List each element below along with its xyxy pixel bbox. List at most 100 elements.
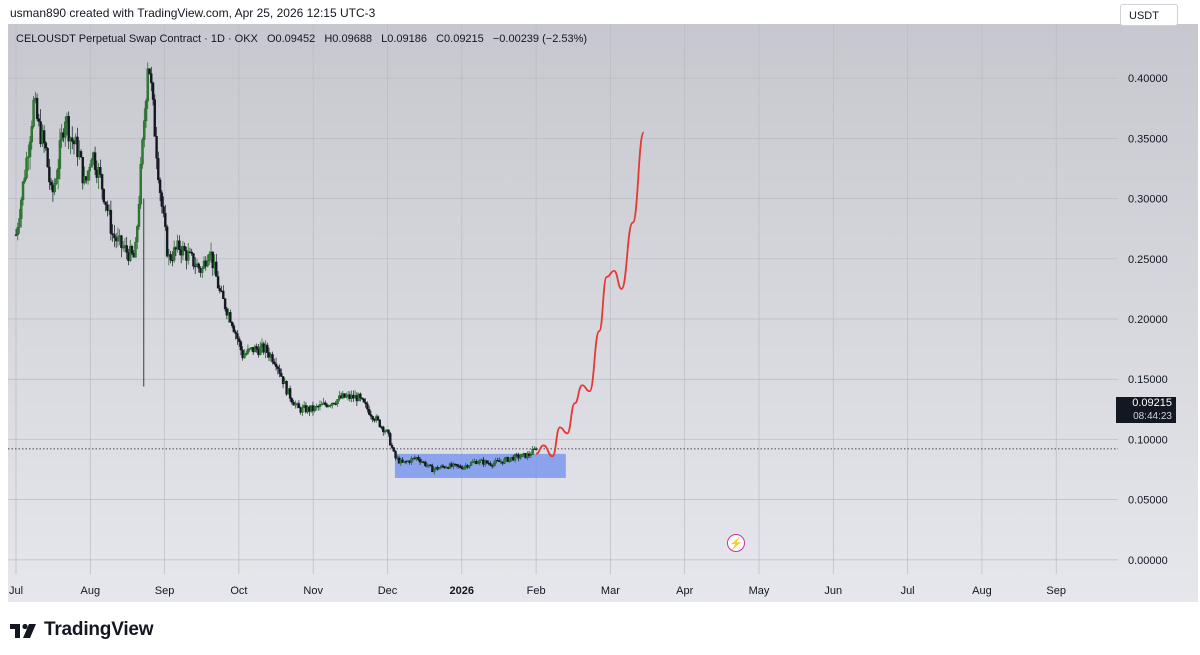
range-box[interactable] (394, 453, 566, 478)
legend-symbol[interactable]: CELOUSDT Perpetual Swap Contract · 1D · … (16, 33, 258, 45)
candle-body (18, 218, 21, 228)
candle-body (183, 246, 186, 251)
projection-path[interactable] (535, 131, 645, 458)
candle-body (192, 253, 195, 267)
candle-body (371, 416, 374, 420)
candle-body (329, 405, 332, 407)
candle-body (120, 235, 123, 248)
candle-body (160, 192, 164, 207)
chart-svg[interactable]: 0.40000 0.35000 0.30000 0.25000 0.20000 0.150… (8, 24, 1198, 602)
candle-body (360, 397, 364, 400)
x-tick-label: Mar (601, 585, 620, 597)
x-tick-label: Sep (1046, 585, 1066, 597)
candle-body (378, 419, 381, 428)
candle-body (28, 141, 32, 157)
candle-body (236, 333, 239, 339)
y-tick-label: 0.00000 (1128, 555, 1168, 567)
candle-body (134, 241, 137, 258)
candle-body (462, 466, 466, 470)
candle-body (452, 463, 455, 467)
candle-body (369, 414, 373, 417)
candle-body (519, 456, 522, 459)
candle-body (42, 130, 46, 144)
candle-body (274, 363, 278, 367)
candle-body (146, 68, 149, 102)
candle-body (81, 156, 84, 184)
candle-body (297, 403, 301, 409)
candle-body (469, 462, 473, 466)
y-tick-label: 0.05000 (1128, 495, 1168, 507)
candle-body (206, 260, 209, 267)
candle-body (468, 465, 471, 468)
candle-body (431, 465, 434, 473)
candle-body (320, 404, 323, 406)
x-tick-label: Jul (9, 585, 23, 597)
candle-body (125, 245, 128, 253)
candle-body (243, 354, 246, 359)
candle-body (459, 465, 462, 469)
candle-body (531, 449, 534, 455)
candle-body (508, 458, 511, 463)
y-tick-label: 0.15000 (1128, 374, 1168, 386)
candle-body (37, 118, 41, 122)
candle-body (278, 368, 281, 374)
candle-body (113, 234, 116, 239)
candle-body (418, 459, 422, 463)
candle-body (55, 178, 58, 184)
tradingview-logo-text: TradingView (44, 619, 154, 640)
candle-body (222, 290, 225, 300)
legend-high: H0.09688 (324, 33, 373, 45)
candle-body (79, 151, 83, 158)
candle-body (241, 349, 244, 359)
x-tick-label: Apr (676, 585, 693, 597)
candle-body (417, 457, 420, 460)
candle-body (529, 454, 533, 456)
currency-button[interactable]: USDT (1120, 4, 1178, 26)
candle-body (225, 308, 229, 316)
candle-body (513, 454, 517, 461)
candle-body (30, 126, 34, 143)
candle-body (232, 325, 236, 333)
candle-body (194, 265, 197, 268)
tradingview-logo[interactable]: TradingView (10, 619, 154, 641)
candle-body (49, 181, 53, 186)
x-tick-label: Jun (824, 585, 842, 597)
candle-body (489, 463, 492, 466)
candle-body (150, 73, 153, 84)
candle-body (157, 157, 160, 181)
y-tick-label: 0.10000 (1128, 434, 1168, 446)
candle-body (130, 246, 134, 254)
candle-body (144, 100, 148, 121)
alert-bolt-icon[interactable]: ⚡ (727, 534, 745, 552)
candle-body (223, 298, 227, 310)
x-tick-label: Oct (230, 585, 247, 597)
candle-body (455, 464, 459, 467)
candle-body (503, 458, 506, 464)
chart-area[interactable]: 0.40000 0.35000 0.30000 0.25000 0.20000 0.150… (8, 24, 1198, 602)
candle-body (211, 251, 214, 269)
candle-body (485, 460, 489, 464)
candle-body (476, 462, 480, 465)
y-tick-label: 0.30000 (1128, 194, 1168, 206)
candle-body (158, 179, 162, 193)
candle-body (248, 348, 251, 350)
candle-body (336, 399, 339, 405)
candle-body (288, 388, 292, 399)
candle-body (139, 164, 142, 205)
candle-body (383, 431, 387, 433)
x-tick-label: Sep (155, 585, 175, 597)
candle-body (410, 458, 413, 463)
candle-body (21, 181, 25, 201)
candle-body (197, 263, 200, 269)
candle-body (255, 346, 258, 350)
candle-body (266, 344, 269, 353)
candle-body (390, 445, 394, 448)
candle-body (153, 99, 157, 137)
candle-body (48, 166, 51, 183)
candle-body (498, 460, 501, 463)
y-tick-label: 0.40000 (1128, 73, 1168, 85)
candle-body (162, 206, 165, 214)
candle-body (392, 447, 395, 452)
candle-body (16, 227, 19, 236)
candle-body (290, 398, 294, 403)
